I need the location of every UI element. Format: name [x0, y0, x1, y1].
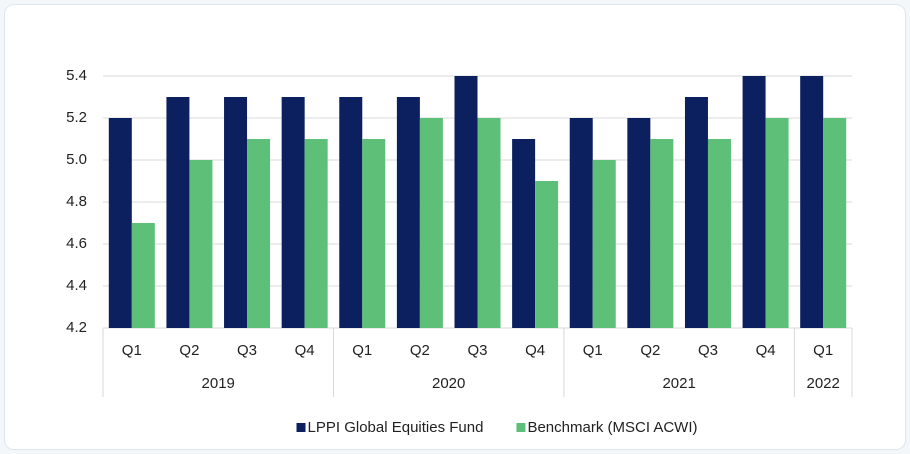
x-tick-label: Q3 [467, 342, 487, 359]
bar [823, 118, 847, 328]
bar [535, 181, 559, 328]
bar [707, 139, 731, 328]
bar [224, 97, 248, 328]
bar [742, 76, 766, 328]
x-tick-label: Q2 [410, 342, 430, 359]
x-tick-label: Q3 [698, 342, 718, 359]
x-tick-label: Q4 [295, 342, 315, 359]
y-tick-label: 5.2 [66, 109, 87, 126]
y-tick-label: 5.0 [66, 151, 87, 168]
y-tick-label: 5.4 [66, 67, 87, 84]
bar [627, 118, 651, 328]
legend-swatch [516, 423, 526, 432]
bar [765, 118, 789, 328]
group-label: 2019 [202, 375, 235, 392]
bar [800, 76, 824, 328]
group-label: 2021 [662, 375, 695, 392]
bar [419, 118, 443, 328]
bar [362, 139, 386, 328]
bar [512, 139, 536, 328]
legend-swatch [296, 423, 306, 432]
bar [166, 97, 190, 328]
bar [247, 139, 271, 328]
bar [569, 118, 593, 328]
x-tick-label: Q2 [179, 342, 199, 359]
legend-label: Benchmark (MSCI ACWI) [527, 419, 697, 436]
x-tick-label: Q4 [756, 342, 776, 359]
group-label: 2020 [432, 375, 465, 392]
bar [454, 76, 478, 328]
bar [396, 97, 420, 328]
legend-label: LPPI Global Equities Fund [308, 419, 484, 436]
bar [131, 223, 155, 328]
bar [304, 139, 328, 328]
y-tick-label: 4.8 [66, 193, 87, 210]
x-tick-label: Q1 [813, 342, 833, 359]
bar [650, 139, 674, 328]
bar [477, 118, 501, 328]
bar [108, 118, 132, 328]
y-tick-label: 4.4 [66, 277, 87, 294]
bar [684, 97, 708, 328]
bar [339, 97, 363, 328]
x-tick-label: Q2 [640, 342, 660, 359]
group-label: 2022 [807, 375, 840, 392]
x-tick-label: Q1 [583, 342, 603, 359]
bar [281, 97, 305, 328]
y-tick-label: 4.6 [66, 235, 87, 252]
bar [189, 160, 213, 328]
x-tick-label: Q1 [352, 342, 372, 359]
x-tick-label: Q4 [525, 342, 545, 359]
bar [592, 160, 616, 328]
x-tick-label: Q3 [237, 342, 257, 359]
x-tick-label: Q1 [122, 342, 142, 359]
y-tick-label: 4.2 [66, 319, 87, 336]
